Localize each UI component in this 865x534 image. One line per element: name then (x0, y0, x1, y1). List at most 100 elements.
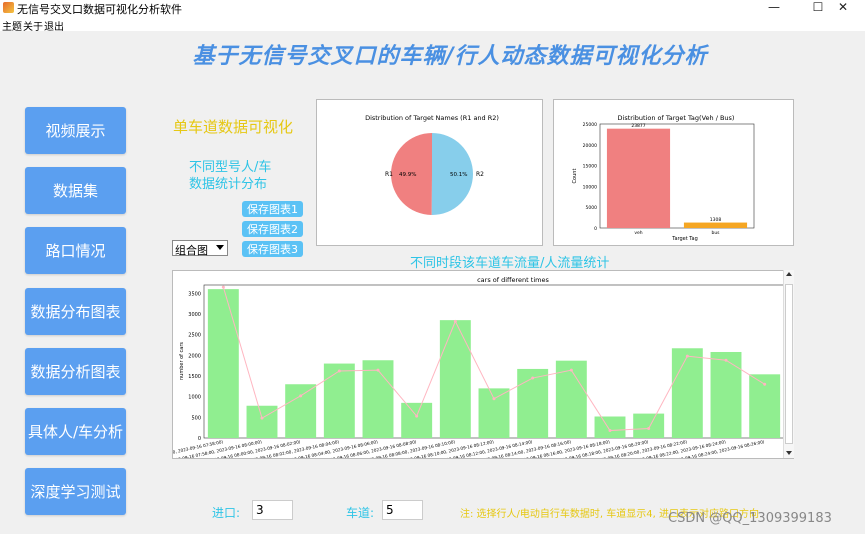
watermark: CSDN @QQ_1309399183 (668, 511, 832, 526)
scroll-down-icon[interactable] (786, 451, 792, 455)
tag-ytick-label: 15000 (583, 164, 597, 170)
chart-type-select[interactable]: 组合图 (172, 240, 228, 257)
pie-slice-r2 (431, 133, 474, 215)
pie-label-r2: R2 (476, 171, 484, 178)
lane-input[interactable]: 5 (382, 500, 423, 520)
pie-chart-panel: Distribution of Target Names (R1 and R2)… (316, 99, 543, 246)
pie-chart: Distribution of Target Names (R1 and R2)… (365, 114, 499, 215)
time-bar (517, 368, 549, 438)
time-bar (246, 405, 278, 438)
time-ytick-label: 3000 (188, 312, 201, 318)
sidebar-button-deep-learning[interactable]: 深度学习测试 (25, 468, 126, 515)
page-title: 基于无信号交叉口的车辆/行人动态数据可视化分析 (192, 44, 708, 69)
tag-bar-veh (606, 128, 671, 228)
time-chart-title: cars of different times (477, 276, 549, 284)
entry-input[interactable]: 3 (252, 500, 293, 520)
time-line-point (337, 369, 341, 373)
tag-xtick-label: bus (711, 230, 720, 236)
time-line-point (531, 376, 535, 380)
time-ytick-label: 2000 (188, 353, 201, 359)
time-bar (633, 413, 665, 438)
pie-title: Distribution of Target Names (R1 and R2) (365, 114, 499, 122)
time-chart-ylabel: number of cars (179, 342, 185, 380)
menu-item-theme[interactable]: 主题 (2, 22, 22, 33)
time-ytick-label: 500 (191, 415, 201, 421)
close-button[interactable]: ✕ (837, 0, 849, 14)
time-line-point (415, 414, 419, 418)
tag-ytick-label: 20000 (583, 143, 597, 149)
flow-stats-title: 不同时段该车道车流量/人流量统计 (410, 256, 610, 271)
lane-value: 5 (386, 503, 394, 517)
note-text: 注: 选择行人/电动自行车数据时, 车道显示4, 进口表示对应路口方向 (460, 509, 759, 520)
time-bar (594, 416, 626, 438)
time-ytick-label: 3500 (188, 291, 201, 297)
entry-label: 进口: (212, 506, 241, 520)
stats-label-line2: 数据统计分布 (189, 177, 268, 192)
sidebar-button-dataset[interactable]: 数据集 (25, 167, 126, 214)
scroll-thumb[interactable] (785, 284, 793, 444)
tag-bar-value-label: 23877 (631, 123, 645, 129)
sidebar-button-specific-analysis[interactable]: 具体人/车分析 (25, 408, 126, 455)
tag-ytick-label: 10000 (583, 184, 597, 190)
time-line-point (763, 382, 767, 386)
time-bar-chart: cars of different times number of cars 0… (173, 276, 785, 458)
time-line-point (221, 285, 225, 289)
time-ytick-label: 0 (198, 436, 201, 442)
time-line-point (685, 354, 689, 358)
chevron-down-icon (216, 245, 224, 250)
tag-ytick-label: 0 (594, 226, 597, 232)
tag-xtick-label: veh (634, 230, 642, 236)
time-ytick-label: 1500 (188, 374, 201, 380)
chart-type-value: 组合图 (175, 244, 208, 257)
time-ytick-label: 2500 (188, 333, 201, 339)
time-bar (207, 289, 239, 438)
pie-value-r2: 50.1% (450, 172, 467, 178)
save-chart1-button[interactable]: 保存图表1 (242, 201, 303, 217)
menu-item-about[interactable]: 关于 (23, 22, 43, 33)
sidebar-button-intersection[interactable]: 路口情况 (25, 227, 126, 274)
pie-slice-r1 (391, 133, 432, 215)
tag-chart-xlabel: Target Tag (671, 236, 698, 242)
time-line-point (453, 319, 457, 323)
time-line-point (299, 394, 303, 398)
window-titlebar: 无信号交叉口数据可视化分析软件 — ☐ ✕ (0, 0, 865, 16)
save-chart3-button[interactable]: 保存图表3 (242, 241, 303, 257)
time-bar (362, 360, 394, 438)
time-line-point (569, 368, 573, 372)
time-line-point (724, 358, 728, 362)
sidebar-button-video[interactable]: 视频展示 (25, 107, 126, 154)
time-bar (710, 351, 742, 438)
stats-label-line1: 不同型号人/车 (189, 160, 272, 175)
tag-chart-ylabel: Count (572, 169, 578, 184)
tag-bar-bus (683, 222, 748, 228)
scroll-up-icon[interactable] (786, 272, 792, 276)
tag-ytick-label: 25000 (583, 122, 597, 128)
tag-chart-axes (599, 123, 755, 229)
lane-label: 车道: (346, 506, 375, 520)
time-bar (671, 348, 703, 438)
menu-bar: 主题 关于 退出 (0, 16, 865, 33)
single-lane-label: 单车道数据可视化 (173, 118, 294, 136)
time-chart-panel: cars of different times number of cars 0… (172, 270, 794, 459)
maximize-button[interactable]: ☐ (812, 0, 824, 14)
save-chart2-button[interactable]: 保存图表2 (242, 221, 303, 237)
pie-value-r1: 49.9% (399, 172, 416, 178)
entry-value: 3 (256, 503, 264, 517)
time-bar (439, 320, 471, 438)
time-line-point (647, 426, 651, 430)
menu-item-exit[interactable]: 退出 (44, 22, 64, 33)
tag-bar-value-label: 1308 (710, 217, 722, 223)
time-chart-scrollbar[interactable] (783, 270, 794, 458)
app-icon (3, 2, 14, 13)
tag-bar-chart-panel: Distribution of Target Tag(Veh / Bus) 0 5… (553, 99, 794, 246)
time-line-point (260, 416, 264, 420)
sidebar-button-distribution-charts[interactable]: 数据分布图表 (25, 288, 126, 335)
time-bar (401, 402, 433, 438)
time-line-point (608, 429, 612, 433)
tag-chart-title: Distribution of Target Tag(Veh / Bus) (618, 114, 735, 122)
sidebar-button-analysis-charts[interactable]: 数据分析图表 (25, 348, 126, 395)
time-line-point (492, 397, 496, 401)
minimize-button[interactable]: — (768, 0, 780, 14)
tag-ytick-label: 5000 (586, 205, 598, 211)
time-bar (285, 384, 317, 438)
